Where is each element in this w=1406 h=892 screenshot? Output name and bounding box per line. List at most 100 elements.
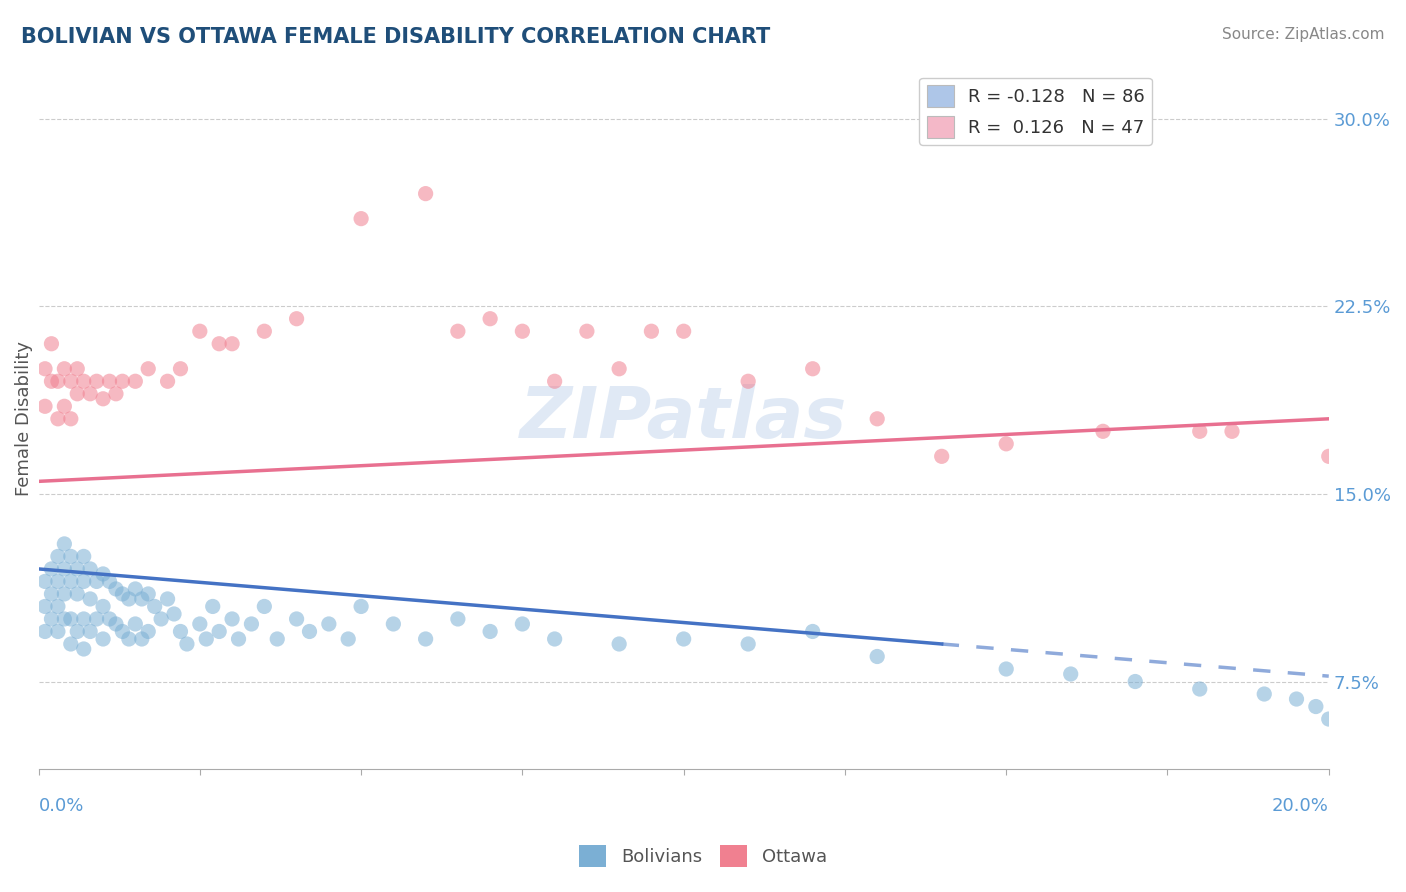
Point	[136, 624, 159, 639]
Point	[995, 437, 1018, 451]
Text: BOLIVIAN VS OTTAWA FEMALE DISABILITY CORRELATION CHART: BOLIVIAN VS OTTAWA FEMALE DISABILITY COR…	[21, 27, 770, 46]
Point	[575, 324, 598, 338]
Point	[34, 361, 56, 376]
Point	[1188, 425, 1211, 439]
Point	[59, 637, 82, 651]
Point	[46, 549, 69, 564]
Point	[1317, 712, 1340, 726]
Point	[931, 450, 953, 464]
Point	[176, 637, 198, 651]
Point	[737, 374, 759, 388]
Point	[543, 632, 565, 646]
Point	[266, 632, 288, 646]
Point	[124, 374, 146, 388]
Point	[415, 632, 437, 646]
Point	[41, 612, 63, 626]
Point	[79, 591, 101, 606]
Point	[73, 612, 96, 626]
Point	[156, 374, 179, 388]
Text: ZIPatlas: ZIPatlas	[520, 384, 848, 453]
Point	[382, 617, 405, 632]
Point	[995, 662, 1018, 676]
Point	[79, 624, 101, 639]
Point	[1060, 667, 1083, 681]
Point	[221, 612, 243, 626]
Point	[221, 336, 243, 351]
Point	[512, 617, 534, 632]
Point	[1188, 681, 1211, 696]
Point	[111, 374, 134, 388]
Point	[66, 562, 89, 576]
Point	[350, 599, 373, 614]
Point	[240, 617, 263, 632]
Point	[253, 324, 276, 338]
Point	[298, 624, 321, 639]
Point	[447, 612, 470, 626]
Point	[104, 386, 127, 401]
Point	[1305, 699, 1327, 714]
Point	[801, 624, 824, 639]
Point	[188, 617, 211, 632]
Point	[86, 574, 108, 589]
Point	[285, 311, 308, 326]
Point	[46, 599, 69, 614]
Point	[1253, 687, 1275, 701]
Point	[46, 624, 69, 639]
Point	[53, 587, 76, 601]
Point	[318, 617, 340, 632]
Point	[866, 412, 889, 426]
Point	[34, 574, 56, 589]
Point	[73, 549, 96, 564]
Point	[253, 599, 276, 614]
Point	[98, 612, 121, 626]
Point	[66, 587, 89, 601]
Point	[415, 186, 437, 201]
Point	[59, 412, 82, 426]
Point	[1123, 674, 1146, 689]
Point	[118, 632, 141, 646]
Point	[208, 624, 231, 639]
Point	[41, 562, 63, 576]
Point	[53, 361, 76, 376]
Point	[34, 624, 56, 639]
Point	[208, 336, 231, 351]
Point	[640, 324, 662, 338]
Point	[59, 612, 82, 626]
Point	[118, 591, 141, 606]
Point	[111, 624, 134, 639]
Point	[46, 412, 69, 426]
Point	[79, 386, 101, 401]
Point	[737, 637, 759, 651]
Point	[34, 399, 56, 413]
Point	[104, 617, 127, 632]
Point	[143, 599, 166, 614]
Point	[512, 324, 534, 338]
Text: 20.0%: 20.0%	[1272, 797, 1329, 815]
Point	[98, 574, 121, 589]
Point	[447, 324, 470, 338]
Point	[73, 574, 96, 589]
Point	[607, 637, 630, 651]
Y-axis label: Female Disability: Female Disability	[15, 342, 32, 496]
Point	[543, 374, 565, 388]
Point	[86, 374, 108, 388]
Point	[1220, 425, 1243, 439]
Legend: R = -0.128   N = 86, R =  0.126   N = 47: R = -0.128 N = 86, R = 0.126 N = 47	[920, 78, 1152, 145]
Text: 0.0%: 0.0%	[38, 797, 84, 815]
Point	[163, 607, 186, 621]
Point	[53, 612, 76, 626]
Point	[73, 642, 96, 657]
Point	[124, 582, 146, 596]
Point	[672, 632, 695, 646]
Point	[124, 617, 146, 632]
Point	[73, 374, 96, 388]
Point	[41, 374, 63, 388]
Point	[169, 624, 191, 639]
Point	[672, 324, 695, 338]
Point	[150, 612, 173, 626]
Point	[41, 336, 63, 351]
Point	[607, 361, 630, 376]
Point	[1091, 425, 1114, 439]
Point	[53, 399, 76, 413]
Point	[131, 632, 153, 646]
